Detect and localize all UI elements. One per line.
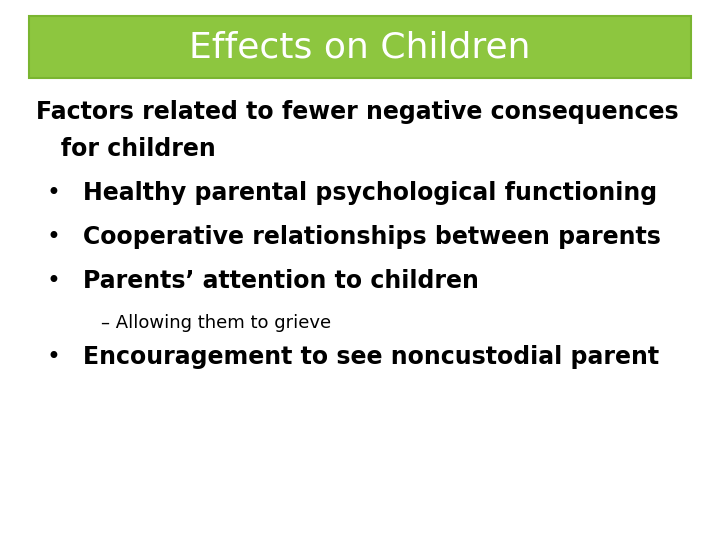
Text: for children: for children xyxy=(36,137,216,160)
Text: Healthy parental psychological functioning: Healthy parental psychological functioni… xyxy=(83,181,657,205)
Text: Parents’ attention to children: Parents’ attention to children xyxy=(83,269,479,293)
Text: Cooperative relationships between parents: Cooperative relationships between parent… xyxy=(83,225,661,249)
Text: Effects on Children: Effects on Children xyxy=(189,30,531,64)
Text: •: • xyxy=(47,269,60,293)
FancyBboxPatch shape xyxy=(29,16,691,78)
Text: Factors related to fewer negative consequences: Factors related to fewer negative conseq… xyxy=(36,100,679,124)
Text: Encouragement to see noncustodial parent: Encouragement to see noncustodial parent xyxy=(83,345,659,369)
Text: – Allowing them to grieve: – Allowing them to grieve xyxy=(101,314,331,332)
Text: •: • xyxy=(47,181,60,205)
Text: •: • xyxy=(47,225,60,249)
Text: •: • xyxy=(47,345,60,369)
